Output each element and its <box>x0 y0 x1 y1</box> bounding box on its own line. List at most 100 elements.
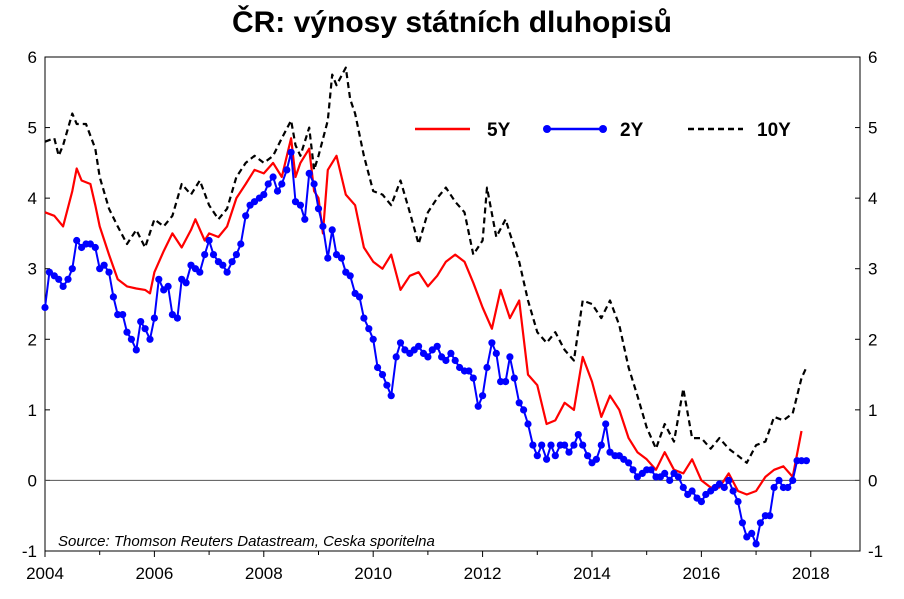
series-point-2y <box>237 240 245 248</box>
y-tick-label-left: 6 <box>28 48 37 67</box>
series-point-2y <box>264 180 272 188</box>
y-tick-label-left: -1 <box>22 542 37 561</box>
series-point-2y <box>328 226 336 234</box>
series-line-2y <box>44 151 807 545</box>
series-point-2y <box>748 529 756 538</box>
series-point-2y <box>606 448 614 456</box>
x-tick-label: 2008 <box>245 564 283 583</box>
series-point-2y <box>734 498 742 506</box>
series-point-2y <box>565 448 573 456</box>
x-tick-label: 2016 <box>682 564 720 583</box>
series-point-2y <box>524 420 532 428</box>
legend-label-10y: 10Y <box>757 120 791 141</box>
series-point-2y <box>720 483 728 492</box>
y-tick-label-right: 3 <box>868 260 877 279</box>
legend-label-2y: 2Y <box>620 120 644 141</box>
x-tick-label: 2014 <box>573 564 611 583</box>
series-point-2y <box>383 381 391 389</box>
series-point-2y <box>324 254 332 262</box>
y-tick-label-right: -1 <box>868 542 883 561</box>
series-point-2y <box>688 487 696 495</box>
series-point-2y <box>574 431 582 439</box>
series-point-2y <box>483 363 491 372</box>
x-tick-label: 2006 <box>135 564 173 583</box>
series-point-2y <box>488 339 496 347</box>
series-point-2y <box>497 378 505 386</box>
series-point-2y <box>119 311 127 319</box>
series-line-5y <box>44 137 803 496</box>
series-point-2y <box>784 483 792 492</box>
series-point-2y <box>515 399 523 407</box>
series-point-2y <box>802 457 811 465</box>
series-point-2y <box>766 512 774 520</box>
series-point-2y <box>346 272 354 280</box>
series-point-2y <box>538 441 546 449</box>
series-point-2y <box>232 251 240 259</box>
series-point-2y <box>625 459 633 467</box>
series-point-2y <box>579 441 587 449</box>
series-point-2y <box>228 258 236 266</box>
series-point-2y <box>100 261 108 269</box>
series-point-2y <box>260 191 268 199</box>
series-point-2y <box>697 498 706 506</box>
series-point-2y <box>173 314 181 322</box>
series-point-2y <box>283 166 291 174</box>
y-tick-label-right: 4 <box>868 189 877 208</box>
series-point-2y <box>543 455 551 463</box>
series-point-2y <box>205 236 213 245</box>
series-point-2y <box>164 282 172 290</box>
series-point-2y <box>725 476 733 484</box>
series-point-2y <box>332 251 341 259</box>
series-point-2y <box>269 173 277 181</box>
legend-marker-2y <box>599 125 607 133</box>
series-point-2y <box>68 265 76 273</box>
series-point-2y <box>296 201 304 209</box>
series-point-2y <box>355 293 364 301</box>
series-point-2y <box>273 187 282 195</box>
series-point-2y <box>396 339 405 347</box>
y-tick-label-left: 0 <box>28 471 37 490</box>
series-point-2y <box>168 311 176 319</box>
series-point-2y <box>442 356 450 365</box>
series-point-2y <box>474 402 482 410</box>
series-point-2y <box>127 335 135 343</box>
series-point-2y <box>301 215 309 223</box>
x-tick-label: 2012 <box>464 564 502 583</box>
series-point-2y <box>369 335 377 343</box>
series-point-2y <box>378 371 387 379</box>
series-point-2y <box>789 476 797 484</box>
legend-label-5y: 5Y <box>487 120 511 141</box>
series-point-2y <box>132 346 140 354</box>
series-point-2y <box>123 328 131 336</box>
series-point-2y <box>105 268 113 276</box>
y-tick-label-left: 2 <box>28 330 37 349</box>
series-point-2y <box>584 452 592 460</box>
source-note: Source: Thomson Reuters Datastream, Cesk… <box>58 533 435 550</box>
y-tick-label-right: 6 <box>868 48 877 67</box>
series-point-2y <box>137 318 145 326</box>
x-tick-label: 2010 <box>354 564 392 583</box>
series-point-2y <box>201 251 209 259</box>
chart-title: ČR: výnosy státních dluhopisů <box>231 6 673 39</box>
y-tick-label-right: 2 <box>868 330 877 349</box>
series-point-2y <box>424 353 432 361</box>
series-point-2y <box>447 349 455 357</box>
series-point-2y <box>365 325 373 333</box>
axes: -1 -1 0 0 1 1 2 2 3 3 4 4 5 5 6 6 2004 2006 2008 2010 2012 20… <box>22 48 883 583</box>
y-tick-label-left: 3 <box>28 260 37 279</box>
series-point-2y <box>770 483 778 492</box>
series-point-2y <box>479 392 487 400</box>
series-point-2y <box>666 476 674 484</box>
series-line-10y <box>44 66 808 464</box>
series-point-2y <box>196 268 204 276</box>
series-point-2y <box>492 349 500 357</box>
series-point-2y <box>41 303 49 312</box>
legend-marker-2y <box>543 125 551 133</box>
series-point-2y <box>647 466 655 474</box>
series-point-2y <box>533 452 541 460</box>
series-point-2y <box>141 325 149 333</box>
series-point-2y <box>223 268 231 276</box>
series-point-2y <box>502 378 510 386</box>
x-tick-label: 2018 <box>792 564 830 583</box>
